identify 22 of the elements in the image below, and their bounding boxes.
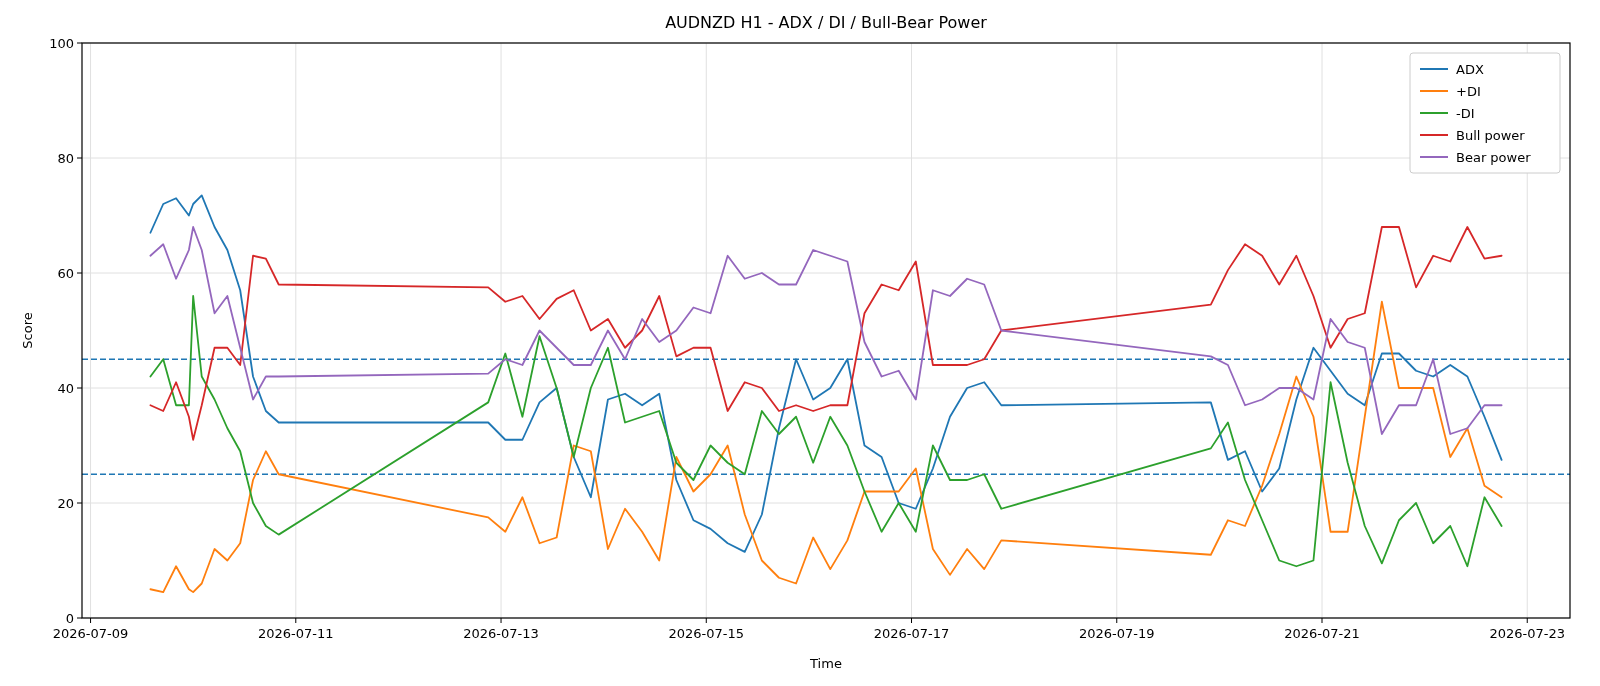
x-tick-label: 2026-07-09 (52, 626, 129, 641)
legend-label: Bear power (1456, 150, 1532, 165)
y-tick-label: 0 (65, 611, 74, 626)
x-tick-label: 2026-07-13 (463, 626, 539, 641)
y-tick-label: 60 (57, 266, 74, 281)
x-tick-label: 2026-07-21 (1284, 626, 1360, 641)
legend-label: ADX (1456, 62, 1484, 77)
y-tick-label: 100 (49, 36, 74, 51)
y-tick-label: 40 (57, 381, 74, 396)
x-tick-label: 2026-07-11 (258, 626, 334, 641)
x-tick-label: 2026-07-15 (668, 626, 745, 641)
legend-label: +DI (1456, 84, 1481, 99)
y-tick-label: 80 (57, 151, 74, 166)
x-axis-title: Time (809, 656, 842, 671)
x-tick-label: 2026-07-23 (1489, 626, 1566, 641)
y-axis-title: Score (20, 312, 35, 349)
y-tick-label: 20 (57, 496, 74, 511)
x-tick-label: 2026-07-17 (873, 626, 950, 641)
chart-title: AUDNZD H1 - ADX / DI / Bull-Bear Power (665, 13, 988, 32)
legend-label: -DI (1456, 106, 1475, 121)
x-tick-label: 2026-07-19 (1078, 626, 1155, 641)
legend-label: Bull power (1456, 128, 1526, 143)
